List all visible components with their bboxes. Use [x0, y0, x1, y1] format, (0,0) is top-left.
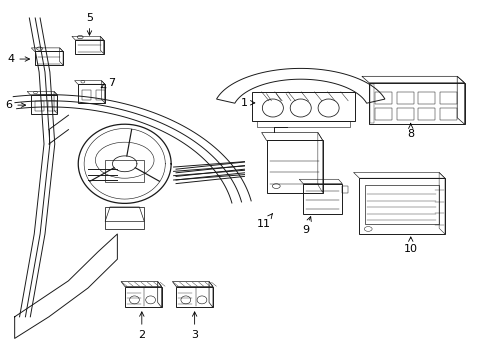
Text: 8: 8	[407, 123, 413, 139]
Text: 7: 7	[101, 78, 115, 88]
Bar	[256, 121, 349, 127]
Bar	[251, 92, 354, 121]
Bar	[303, 184, 342, 214]
Bar	[82, 90, 91, 100]
Bar	[417, 92, 434, 104]
Text: 10: 10	[403, 237, 417, 254]
Text: 4: 4	[7, 54, 29, 64]
Bar	[439, 108, 456, 120]
Bar	[78, 84, 104, 103]
Text: 1: 1	[241, 98, 254, 108]
Bar	[125, 287, 161, 307]
Bar	[48, 101, 57, 111]
Bar	[176, 287, 213, 307]
Bar	[439, 92, 456, 104]
Bar	[417, 108, 434, 120]
Text: 2: 2	[138, 312, 145, 340]
Text: 11: 11	[257, 214, 272, 229]
Bar	[266, 140, 322, 193]
Bar	[105, 207, 144, 229]
Bar	[396, 92, 413, 104]
Bar	[342, 186, 347, 193]
Text: 6: 6	[5, 100, 25, 110]
Bar	[368, 83, 464, 124]
Text: 3: 3	[191, 312, 198, 340]
Bar	[30, 95, 58, 114]
Bar	[369, 84, 373, 123]
Bar	[96, 90, 104, 100]
Bar	[35, 101, 43, 111]
Text: 5: 5	[86, 13, 93, 35]
Bar	[365, 185, 438, 224]
Bar	[374, 108, 391, 120]
Bar	[374, 92, 391, 104]
Bar	[396, 108, 413, 120]
Bar	[35, 51, 63, 65]
Bar	[105, 160, 144, 182]
Text: 9: 9	[302, 217, 311, 235]
Bar	[75, 40, 103, 54]
Bar	[359, 178, 444, 234]
